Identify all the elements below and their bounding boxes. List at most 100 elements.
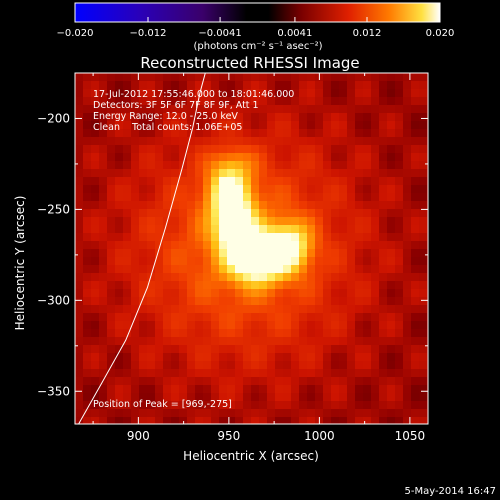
- heatmap-cell: [347, 393, 356, 402]
- heatmap-cell: [187, 177, 196, 186]
- heatmap-cell: [387, 145, 396, 154]
- heatmap-cell: [355, 97, 364, 106]
- heatmap-cell: [259, 257, 268, 266]
- heatmap-cell: [179, 201, 188, 210]
- heatmap-cell: [355, 177, 364, 186]
- heatmap-cell: [267, 201, 276, 210]
- heatmap-cell: [331, 225, 340, 234]
- heatmap-cell: [203, 377, 212, 386]
- heatmap-cell: [355, 273, 364, 282]
- heatmap-cell: [339, 113, 348, 122]
- heatmap-cell: [371, 185, 380, 194]
- heatmap-cell: [331, 73, 340, 82]
- heatmap-cell: [251, 217, 260, 226]
- heatmap-cell: [219, 113, 228, 122]
- heatmap-cell: [387, 265, 396, 274]
- heatmap-cell: [403, 145, 412, 154]
- heatmap-cell: [267, 401, 276, 410]
- heatmap-cell: [211, 281, 220, 290]
- heatmap-cell: [227, 105, 236, 114]
- heatmap-cell: [291, 377, 300, 386]
- heatmap-cell: [363, 113, 372, 122]
- heatmap-cell: [227, 393, 236, 402]
- heatmap-cell: [347, 217, 356, 226]
- heatmap-cell: [411, 337, 420, 346]
- heatmap-cell: [403, 209, 412, 218]
- heatmap-cell: [419, 225, 428, 234]
- heatmap-cell: [211, 81, 220, 90]
- heatmap-cell: [163, 121, 172, 130]
- heatmap-cell: [155, 361, 164, 370]
- heatmap-cell: [395, 241, 404, 250]
- heatmap-cell: [291, 273, 300, 282]
- heatmap-cell: [403, 321, 412, 330]
- heatmap-cell: [275, 81, 284, 90]
- heatmap-cell: [107, 217, 116, 226]
- heatmap-cell: [91, 169, 100, 178]
- heatmap-cell: [163, 169, 172, 178]
- heatmap-cell: [371, 81, 380, 90]
- heatmap-cell: [323, 249, 332, 258]
- heatmap-cell: [419, 417, 428, 424]
- heatmap-cell: [387, 201, 396, 210]
- heatmap-cell: [363, 201, 372, 210]
- heatmap-cell: [107, 313, 116, 322]
- heatmap-cell: [371, 113, 380, 122]
- heatmap-cell: [323, 257, 332, 266]
- heatmap-cell: [131, 137, 140, 146]
- heatmap-cell: [355, 393, 364, 402]
- heatmap-cell: [243, 417, 252, 424]
- heatmap-cell: [227, 337, 236, 346]
- heatmap-cell: [227, 153, 236, 162]
- y-tick-label: −350: [37, 384, 70, 398]
- heatmap-cell: [147, 153, 156, 162]
- heatmap-cell: [395, 321, 404, 330]
- heatmap-cell: [307, 409, 316, 418]
- heatmap-cell: [267, 241, 276, 250]
- heatmap-cell: [243, 257, 252, 266]
- heatmap-cell: [355, 121, 364, 130]
- heatmap-cell: [419, 305, 428, 314]
- heatmap-cell: [283, 385, 292, 394]
- heatmap-cell: [355, 201, 364, 210]
- heatmap-cell: [275, 201, 284, 210]
- heatmap-cell: [115, 217, 124, 226]
- heatmap-cell: [323, 305, 332, 314]
- heatmap-cell: [419, 409, 428, 418]
- heatmap-cell: [187, 345, 196, 354]
- footer-date: 5-May-2014 16:47: [404, 486, 496, 497]
- heatmap-cell: [363, 81, 372, 90]
- heatmap-cell: [211, 209, 220, 218]
- heatmap-cell: [243, 177, 252, 186]
- heatmap-cell: [115, 409, 124, 418]
- heatmap-cell: [299, 225, 308, 234]
- heatmap-cell: [275, 241, 284, 250]
- heatmap-cell: [179, 369, 188, 378]
- heatmap-cell: [315, 241, 324, 250]
- heatmap-cell: [259, 81, 268, 90]
- heatmap-cell: [219, 369, 228, 378]
- heatmap-cell: [203, 297, 212, 306]
- heatmap-cell: [115, 321, 124, 330]
- heatmap-cell: [115, 169, 124, 178]
- heatmap-cell: [259, 345, 268, 354]
- heatmap-cell: [235, 305, 244, 314]
- heatmap-cell: [363, 313, 372, 322]
- heatmap-cell: [275, 89, 284, 98]
- heatmap-cell: [139, 305, 148, 314]
- heatmap-cell: [251, 361, 260, 370]
- heatmap-cell: [299, 257, 308, 266]
- heatmap-cell: [259, 329, 268, 338]
- heatmap-cell: [323, 289, 332, 298]
- heatmap-cell: [99, 345, 108, 354]
- heatmap-cell: [115, 305, 124, 314]
- heatmap-cell: [243, 345, 252, 354]
- heatmap-cell: [419, 233, 428, 242]
- heatmap-cell: [187, 105, 196, 114]
- heatmap-cell: [283, 337, 292, 346]
- heatmap-cell: [155, 209, 164, 218]
- heatmap-cell: [107, 209, 116, 218]
- heatmap-cell: [347, 121, 356, 130]
- heatmap-cell: [171, 337, 180, 346]
- heatmap-cell: [251, 281, 260, 290]
